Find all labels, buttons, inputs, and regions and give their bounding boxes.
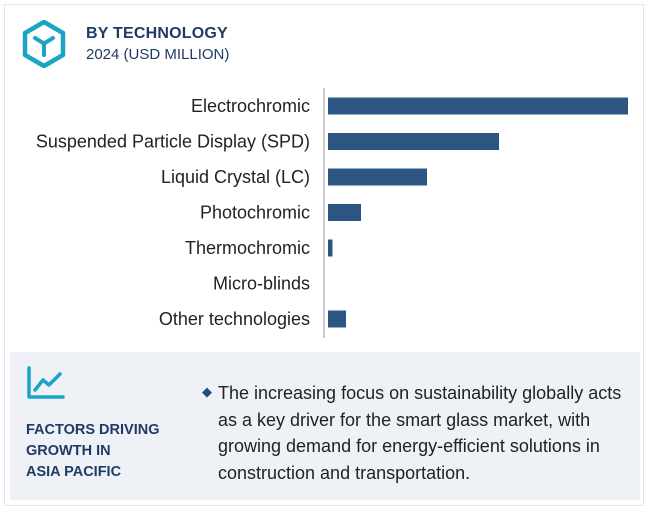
category-label: Thermochromic [185, 238, 310, 258]
bar [328, 133, 499, 150]
category-label: Liquid Crystal (LC) [161, 167, 310, 187]
category-label: Micro-blinds [213, 274, 310, 294]
diamond-bullet-icon: ◆ [202, 384, 212, 399]
factors-panel: FACTORS DRIVING GROWTH IN ASIA PACIFIC ◆… [10, 352, 640, 500]
bar-chart: Electrochromic Suspended Particle Display… [36, 88, 628, 338]
chart-title: BY TECHNOLOGY [86, 25, 228, 42]
bar [328, 239, 333, 257]
category-label: Electrochromic [191, 96, 310, 116]
category-label: Suspended Particle Display (SPD) [36, 132, 310, 152]
category-label: Other technologies [159, 309, 310, 329]
factors-text: The increasing focus on sustainability g… [218, 383, 622, 483]
chart-subtitle: 2024 (USD MILLION) [86, 46, 230, 63]
factors-title: FACTORS DRIVING GROWTH IN ASIA PACIFIC [26, 422, 160, 480]
bar [328, 204, 361, 221]
bar [328, 168, 427, 186]
bar [328, 310, 346, 328]
trend-line-icon [27, 366, 65, 399]
category-label: Photochromic [200, 203, 310, 223]
bar [328, 97, 628, 115]
chart-header: BY TECHNOLOGY 2024 (USD MILLION) [22, 16, 229, 72]
cube-icon [22, 20, 66, 68]
